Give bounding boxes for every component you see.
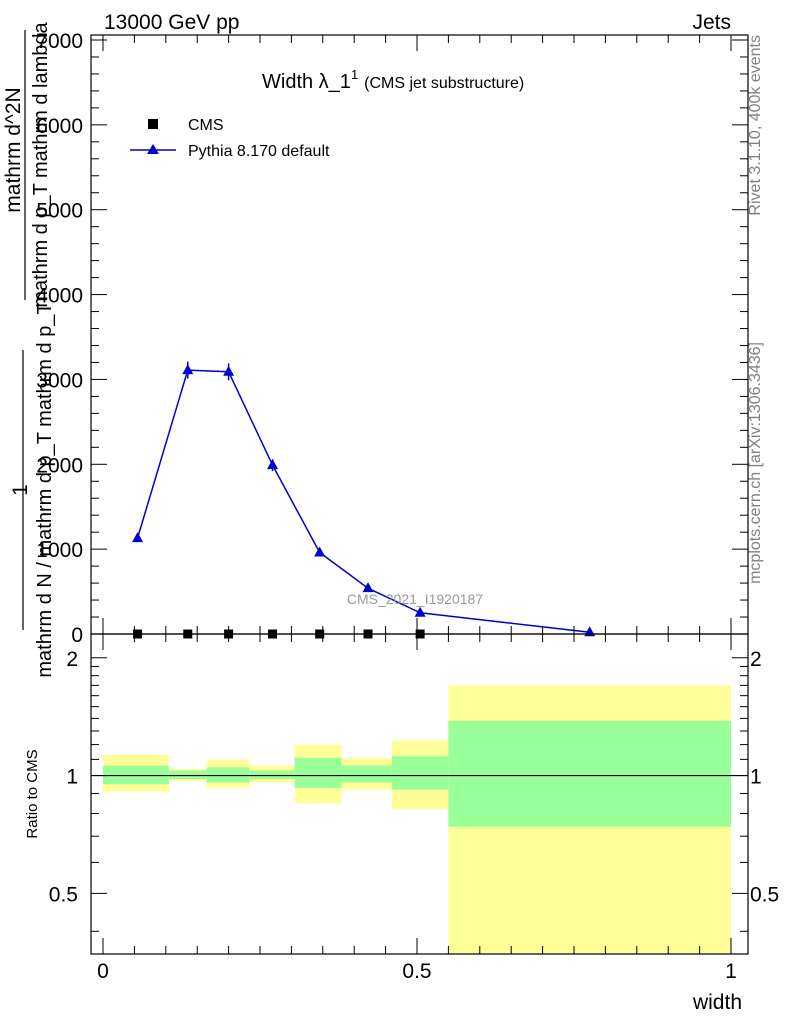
main-ytick-label: 4000 <box>36 285 83 308</box>
pythia-line <box>136 369 590 634</box>
ylabel-prefactor: 1 <box>9 484 32 496</box>
ylabel-prefactor-denominator: mathrm d N / mathrm d p_T mathrm d p_T <box>34 302 56 677</box>
ylabel-denominator: mathrm d p_T mathrm d lambda <box>30 21 52 307</box>
main-ytick-label: 0 <box>71 624 83 647</box>
legend-mc-label: Pythia 8.170 default <box>188 143 330 160</box>
pythia-point <box>267 459 279 470</box>
ylabel-numerator: mathrm d^2N <box>2 87 25 212</box>
ratio-frame <box>90 633 749 955</box>
ratio-ytick-label: 0.5 <box>49 883 78 906</box>
main-ylabel: 1 mathrm d N / mathrm d p_T mathrm d p_T… <box>2 21 56 677</box>
main-ytick-labels: 0 1000 2000 3000 4000 5000 6000 7000 <box>36 30 83 647</box>
x-axis-label: width <box>692 991 742 1014</box>
ratio-ytick-label-right: 0.5 <box>750 883 779 906</box>
pythia-point <box>314 546 326 557</box>
ratio-ytick-label: 1 <box>66 766 78 789</box>
legend-mc-marker <box>147 144 159 154</box>
ratio-ytick-label-right: 2 <box>750 648 762 671</box>
main-panel: 0 1000 2000 3000 4000 5000 6000 7000 Width λ_11… <box>2 21 749 678</box>
ratio-ytick-labels: 0.5 0.5 1 1 2 2 <box>49 648 779 907</box>
ratio-xtick-labels: 0 0.5 1 <box>97 960 737 983</box>
header-jets: Jets <box>692 11 731 34</box>
main-ytick-label: 7000 <box>36 30 83 53</box>
mcplots-label: mcplots.cern.ch [arXiv:1306.3436] <box>747 342 764 584</box>
rivet-label: Rivet 3.1.10, 400k events <box>747 35 764 216</box>
ratio-ytick-label: 2 <box>66 648 78 671</box>
ratio-band-inner <box>206 767 250 783</box>
ratio-ylabel: Ratio to CMS <box>24 749 41 838</box>
legend-cms-label: CMS <box>188 117 224 134</box>
ratio-bands <box>103 685 731 954</box>
ratio-band-inner <box>341 765 392 783</box>
ratio-band-inner <box>294 757 342 788</box>
ratio-band-inner <box>249 770 295 779</box>
ratio-band-inner <box>448 720 731 827</box>
pythia-point <box>132 532 144 543</box>
main-ytick-label: 6000 <box>36 115 83 138</box>
ratio-xtick-label: 1 <box>725 960 737 983</box>
header-energy: 13000 GeV pp <box>104 11 239 34</box>
ratio-band-inner <box>168 770 207 779</box>
main-ytick-label: 5000 <box>36 200 83 223</box>
ratio-xtick-label: 0 <box>97 960 109 983</box>
pythia-point <box>223 365 235 376</box>
plot-title: Width λ_11(CMS jet substructure) <box>262 67 524 93</box>
main-ytick-label: 3000 <box>36 369 83 392</box>
ratio-ytick-label-right: 1 <box>750 766 762 789</box>
pythia-point <box>414 606 426 617</box>
main-ytick-label: 1000 <box>36 539 83 562</box>
ratio-band-inner <box>391 756 449 790</box>
ratio-ticks <box>91 634 748 954</box>
watermark: CMS_2021_I1920187 <box>347 591 483 607</box>
ratio-panel: 0.5 0.51 12 2 0 0.5 1 Ratio to CMS width <box>24 633 779 1014</box>
legend: CMS Pythia 8.170 default <box>130 117 330 160</box>
legend-cms-marker <box>148 119 158 129</box>
ratio-xtick-label: 0.5 <box>402 960 431 983</box>
pythia-point <box>182 364 194 375</box>
pythia-point <box>362 582 374 593</box>
main-ytick-label: 2000 <box>36 454 83 477</box>
